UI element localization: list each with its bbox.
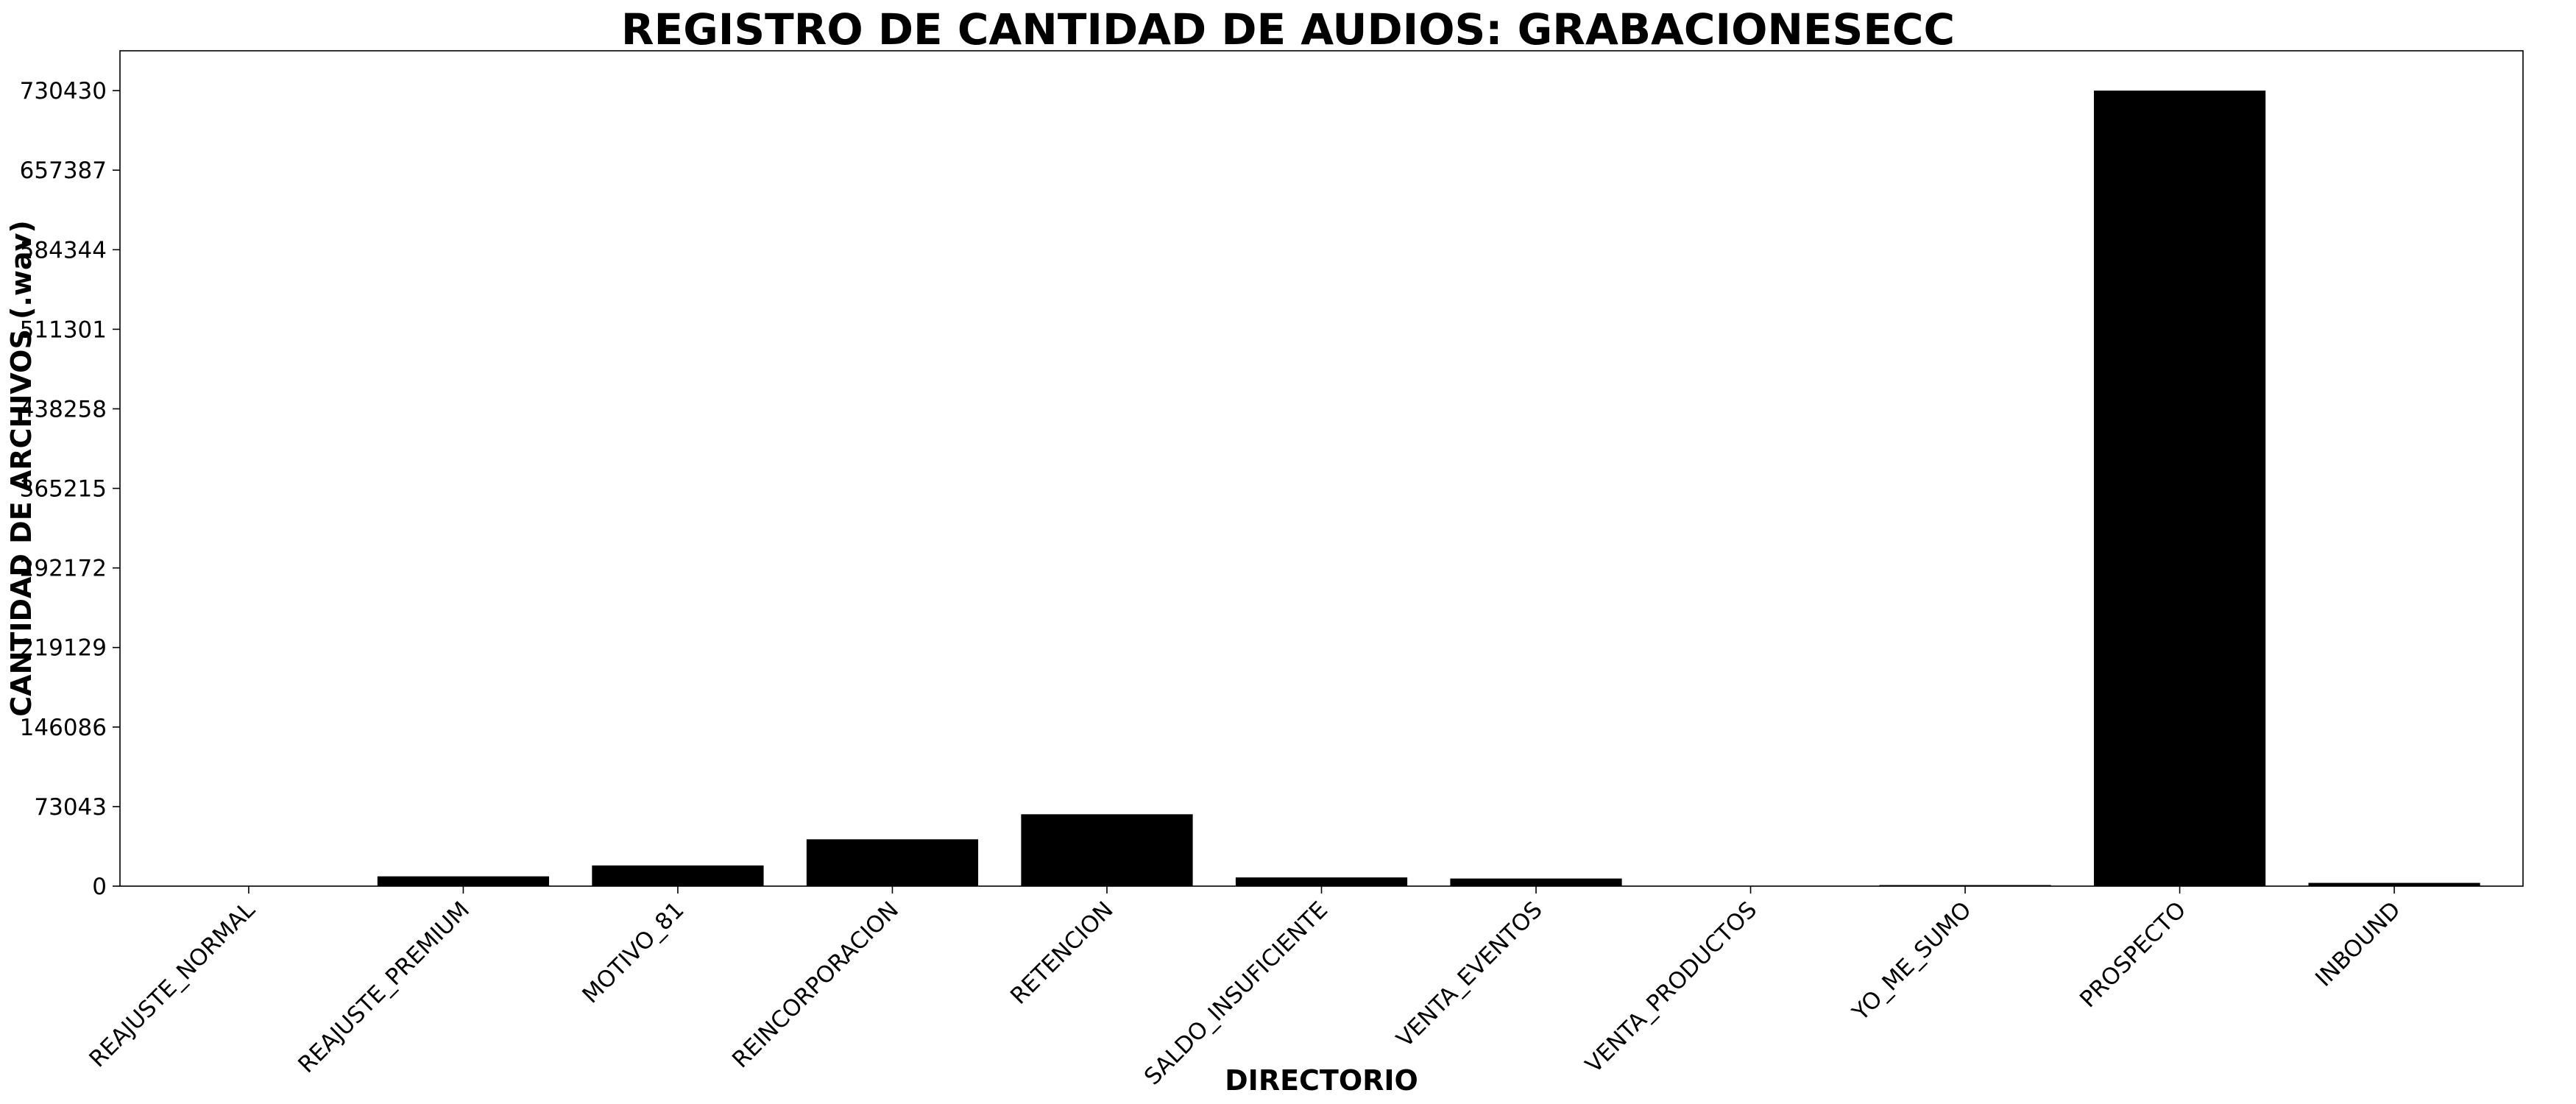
bar — [806, 839, 979, 886]
y-tick-label: 584344 — [20, 237, 107, 263]
bars-group — [377, 91, 2480, 887]
x-tick-label: YO_ME_SUMO — [1847, 896, 1976, 1026]
y-tick-label: 73043 — [34, 794, 107, 821]
y-tick-label: 0 — [92, 874, 107, 900]
x-tick-label: SALDO_INSUFICIENTE — [1139, 896, 1333, 1090]
x-axis-label: DIRECTORIO — [1225, 1064, 1418, 1097]
y-tick-label: 730430 — [20, 78, 107, 105]
y-tick-label: 219129 — [20, 635, 107, 662]
x-tick-label: VENTA_EVENTOS — [1392, 896, 1548, 1052]
bar — [1450, 878, 1622, 886]
plot-frame — [119, 50, 2524, 887]
y-tick-label: 146086 — [20, 715, 107, 741]
bar — [1235, 877, 1408, 886]
y-axis-label: CANTIDAD DE ARCHIVOS (.wav) — [5, 220, 38, 716]
bar — [377, 876, 550, 886]
x-tick-label: PROSPECTO — [2075, 896, 2191, 1013]
y-axis: 0 73043 146086 219129 292172 365215 438258 5113… — [20, 78, 120, 900]
bar — [592, 865, 764, 886]
chart-title: REGISTRO DE CANTIDAD DE AUDIOS: GRABACIO… — [620, 4, 1956, 54]
x-tick-label: INBOUND — [2310, 896, 2406, 992]
y-tick-label: 365215 — [20, 476, 107, 503]
y-tick-label: 438258 — [20, 396, 107, 422]
x-tick-label: RETENCION — [1005, 896, 1119, 1010]
bar — [1021, 814, 1193, 886]
y-tick-label: 292172 — [20, 556, 107, 582]
bar — [2308, 882, 2480, 886]
y-tick-label: 511301 — [20, 316, 107, 343]
x-tick-label: MOTIVO_81 — [577, 896, 689, 1008]
bar — [2093, 91, 2266, 887]
x-tick-label: VENTA_PRODUCTOS — [1580, 896, 1762, 1078]
x-tick-label: REINCORPORACION — [727, 896, 904, 1073]
x-axis: REAJUSTE_NORMAL REAJUSTE_PREMIUM MOTIVO_81… — [84, 886, 2406, 1090]
x-tick-label: REAJUSTE_PREMIUM — [293, 896, 475, 1078]
y-tick-label: 657387 — [20, 158, 107, 184]
x-tick-label: REAJUSTE_NORMAL — [84, 896, 261, 1073]
